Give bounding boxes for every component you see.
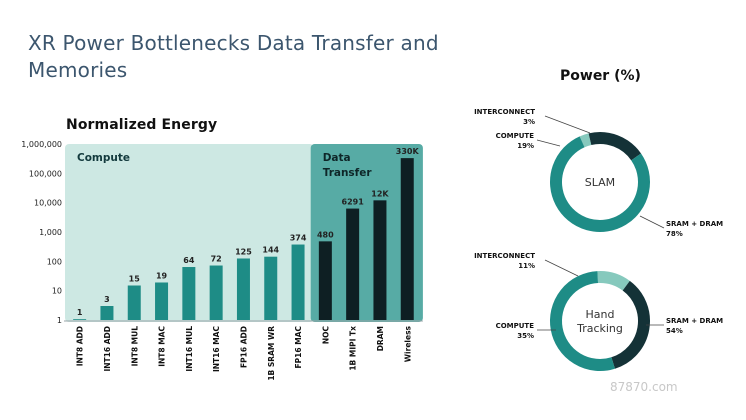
bar [318,241,332,320]
x-tick-label: FP16 ADD [239,326,248,368]
donut-center-label: Hand Tracking [576,308,623,335]
group-label-data-transfer: Data Transfer [323,152,373,179]
bar-value-label: 15 [129,275,141,284]
donut-center-label: SLAM [585,176,615,189]
bar [264,256,278,320]
x-tick-label: INT16 MUL [185,326,194,372]
bar-value-label: 12K [371,189,389,198]
bar [291,244,305,320]
x-tick-label: INT8 MAC [158,326,167,367]
slice-label: COMPUTE [496,322,535,330]
group-panel-compute [65,144,314,322]
leader-line [544,259,579,277]
bar-value-label: 125 [235,247,252,256]
bar-value-label: 72 [211,255,222,264]
slice-label: COMPUTE [496,132,535,140]
page-title: XR Power Bottlenecks Data Transfer and M… [28,31,439,82]
x-tick-label: 1B SRAM WR [267,326,276,381]
x-tick-label: INT16 MAC [212,326,221,372]
slice-value-label: 54% [666,327,683,335]
x-tick-label: 1B MIPI Tx [349,326,358,371]
x-tick-label: INT16 ADD [103,326,112,372]
bar [100,306,114,320]
y-tick-label: 1,000,000 [21,140,62,149]
y-tick-label: 1 [57,316,62,325]
donut-slice [588,132,642,161]
bar [155,282,169,320]
donut-slice [611,280,650,369]
bar [346,208,360,320]
bar-value-label: 19 [156,271,168,280]
bar-value-label: 480 [317,230,334,239]
slice-label: SRAM + DRAM [666,317,723,325]
donut-slice [597,271,630,291]
bar [182,267,196,320]
y-tick-label: 10 [52,287,62,296]
y-tick-label: 1,000 [39,228,62,237]
bar-value-label: 374 [290,234,307,243]
bar-value-label: 330K [396,147,420,156]
donut-slice [579,133,592,148]
slice-value-label: 19% [517,142,534,150]
bar [400,158,414,320]
slice-label: SRAM + DRAM [666,220,723,228]
y-tick-label: 100 [47,257,62,266]
group-label-compute: Compute [77,152,130,164]
slice-value-label: 78% [666,230,683,238]
slice-value-label: 3% [523,118,535,126]
x-tick-label: INT8 ADD [76,326,85,366]
leader-line [536,139,561,147]
x-tick-label: DRAM [376,326,385,351]
x-tick-label: FP16 MAC [294,326,303,369]
power-chart-title: Power (%) [560,68,641,84]
energy-chart-title: Normalized Energy [66,117,218,133]
bar-value-label: 1 [77,308,83,317]
slice-value-label: 11% [518,262,535,270]
x-tick-label: INT8 MUL [130,326,139,367]
group-panel-data-transfer [310,144,423,322]
bar-value-label: 64 [183,256,195,265]
slice-label: INTERCONNECT [474,108,535,116]
bar [373,200,387,320]
donut-slice [550,271,615,371]
bar-value-label: 3 [104,295,110,304]
x-tick-label: NOC [321,326,330,345]
bar-value-label: 6291 [342,198,365,207]
leader-line [544,115,591,134]
leader-line [639,215,665,229]
bar [127,285,141,320]
bar [73,319,87,320]
slice-value-label: 35% [517,332,534,340]
y-tick-label: 100,000 [29,169,62,178]
y-tick-label: 10,000 [34,199,62,208]
bar [236,258,250,320]
donut-slice [550,136,650,232]
bar [209,265,223,320]
watermark: 87870.com [610,380,678,394]
x-tick-label: Wireless [403,325,412,362]
slice-label: INTERCONNECT [474,252,535,260]
bar-value-label: 144 [262,246,279,255]
